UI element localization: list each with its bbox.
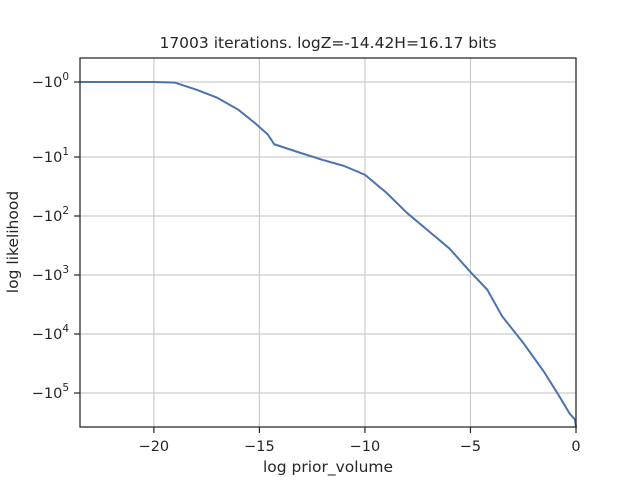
ticks: −20 −15 −10 −5 0 −100 −101 −102 −103 −104 −105 [32,71,581,455]
y-tick-label: −104 [32,323,70,343]
x-axis-label: log prior_volume [263,458,393,477]
y-axis-label: log likelihood [4,191,22,293]
y-tick-label: −103 [32,264,69,284]
x-tick-label: −15 [244,439,275,455]
y-tick-label: −105 [32,382,69,402]
y-tick-label: −101 [32,146,69,166]
x-tick-label: −20 [139,439,170,455]
plot-frame [79,57,577,428]
x-tick-label: 0 [571,439,580,455]
x-tick-label: −10 [350,439,381,455]
x-tick-label: −5 [460,439,481,455]
chart-title: 17003 iterations. logZ=-14.42H=16.17 bit… [159,34,496,52]
series-line [79,81,577,428]
y-tick-label: −100 [32,71,69,91]
y-tick-label: −102 [32,205,69,225]
